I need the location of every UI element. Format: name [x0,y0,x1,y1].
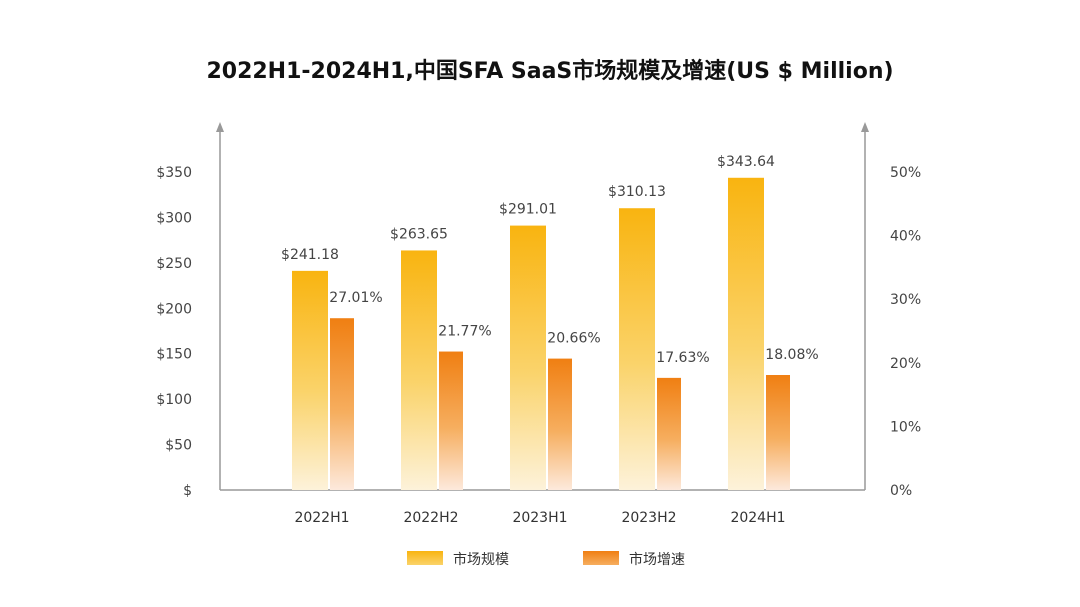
left-axis-arrow [216,122,224,132]
legend-swatch-growth-rate [583,551,619,565]
data-label-market-size: $343.64 [717,154,775,170]
right-tick-label: 0% [890,483,912,499]
category-labels: 2022H1 2022H2 2023H1 2023H2 2024H1 [294,510,785,526]
data-label-market-size: $310.13 [608,184,666,200]
category-label: 2024H1 [730,510,785,526]
right-tick-label: 30% [890,292,921,308]
data-label-growth-rate: 21.77% [438,324,491,340]
right-axis-arrow [861,122,869,132]
data-label-growth-rate: 18.08% [765,347,818,363]
bar-market-size [510,225,546,491]
left-tick-label: $100 [156,392,192,408]
left-axis-ticks: $ $50 $100 $150 $200 $250 $300 $350 [156,165,192,499]
legend-label-growth-rate: 市场增速 [629,551,685,568]
category-label: 2022H1 [294,510,349,526]
left-tick-label: $250 [156,256,192,272]
bar-growth-rate [766,375,790,490]
right-tick-label: 50% [890,165,921,181]
data-label-market-size: $241.18 [281,247,339,263]
legend-label-market-size: 市场规模 [453,551,509,568]
bar-market-size [728,177,764,491]
data-label-market-size: $263.65 [390,226,448,242]
data-label-growth-rate: 17.63% [656,350,709,366]
left-tick-label: $50 [165,438,192,454]
legend-swatch-market-size [407,551,443,565]
data-label-growth-rate: 27.01% [329,290,382,306]
left-tick-label: $150 [156,347,192,363]
left-tick-label: $350 [156,165,192,181]
bars: $241.18 27.01% $263.65 21.77% $291.01 20.66% $… [281,154,819,491]
chart-title: 2022H1-2024H1,中国SFA SaaS市场规模及增速(US $ Mil… [206,58,893,84]
bar-market-size [292,270,328,490]
data-label-growth-rate: 20.66% [547,331,600,347]
bar-market-size [401,250,437,490]
right-tick-label: 20% [890,356,921,372]
bar-market-size [619,208,655,491]
category-label: 2023H1 [512,510,567,526]
left-tick-label: $300 [156,210,192,226]
left-tick-label: $ [183,483,192,499]
bar-growth-rate [548,358,572,490]
legend: 市场规模 市场增速 [407,551,685,568]
right-axis-ticks: 0% 10% 20% 30% 40% 50% [890,165,921,499]
category-label: 2023H2 [621,510,676,526]
left-tick-label: $200 [156,301,192,317]
right-tick-label: 10% [890,419,921,435]
category-label: 2022H2 [403,510,458,526]
data-label-market-size: $291.01 [499,202,557,218]
right-tick-label: 40% [890,229,921,245]
bar-growth-rate [330,318,354,490]
bar-growth-rate [657,377,681,490]
bar-growth-rate [439,351,463,490]
